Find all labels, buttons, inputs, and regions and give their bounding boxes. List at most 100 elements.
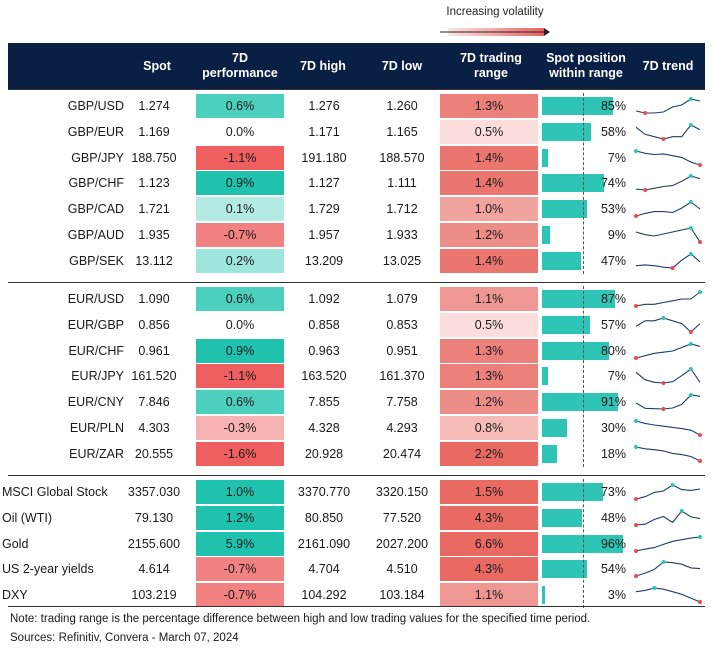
position-value: 91% — [600, 395, 626, 409]
position-bar — [542, 252, 581, 270]
trend-low-marker — [634, 549, 638, 553]
spot-value: 13.112 — [135, 254, 173, 268]
row-label: EUR/JPY — [71, 369, 124, 383]
trend-high-marker — [661, 316, 666, 320]
low-value: 13.025 — [382, 254, 422, 268]
low-value: 1.933 — [386, 228, 418, 242]
trend-high-marker — [634, 149, 638, 153]
high-value: 13.209 — [304, 254, 344, 268]
spot-value: 4.614 — [138, 562, 170, 576]
range-value: 1.4% — [440, 249, 538, 273]
position-midline — [583, 93, 584, 274]
trend-line — [635, 317, 701, 333]
spot-value: 2155.600 — [127, 537, 181, 551]
row-label: EUR/USD — [67, 292, 124, 306]
trend-sparkline — [634, 509, 701, 527]
spot-value: 1.169 — [138, 125, 170, 139]
low-value: 7.758 — [386, 395, 418, 409]
position-bar — [542, 123, 591, 141]
trend-line — [635, 124, 701, 140]
low-value: 103.184 — [379, 588, 425, 602]
low-value: 4.510 — [386, 562, 418, 576]
range-value: 4.3% — [440, 506, 538, 530]
position-bar — [542, 316, 590, 334]
row-label: GBP/JPY — [71, 151, 124, 165]
position-bar — [542, 149, 548, 167]
position-bar — [542, 509, 582, 527]
spot-value: 1.935 — [138, 228, 170, 242]
position-value: 48% — [600, 511, 626, 525]
trend-high-marker — [698, 290, 702, 294]
trend-low-marker — [661, 137, 666, 141]
legend-label: Increasing volatility — [446, 6, 544, 18]
range-value: 1.4% — [440, 171, 538, 195]
trend-line — [635, 343, 701, 359]
spot-value: 1.123 — [138, 176, 170, 190]
position-value: 7% — [607, 369, 626, 383]
trend-low-marker — [661, 381, 666, 385]
header-range: 7D trading range — [460, 51, 522, 80]
high-value: 191.180 — [301, 151, 347, 165]
trend-line — [635, 536, 701, 552]
range-value: 1.2% — [440, 223, 538, 247]
trend-high-marker — [688, 200, 693, 204]
range-value: 6.6% — [440, 532, 538, 556]
trend-high-marker — [670, 483, 675, 487]
row-label: GBP/CAD — [67, 202, 124, 216]
range-value: 0.8% — [440, 416, 538, 440]
spot-value: 79.130 — [134, 511, 174, 525]
row-label: EUR/CNY — [67, 395, 124, 409]
row-label: EUR/CHF — [68, 344, 124, 358]
low-value: 0.853 — [386, 318, 418, 332]
range-value: 0.5% — [440, 120, 538, 144]
spot-value: 0.961 — [138, 344, 170, 358]
footnote: Note: trading range is the percentage di… — [10, 613, 591, 625]
range-value: 1.4% — [440, 146, 538, 170]
trend-high-marker — [688, 367, 693, 371]
position-value: 73% — [600, 485, 626, 499]
high-value: 1.729 — [308, 202, 340, 216]
low-value: 188.570 — [379, 151, 425, 165]
high-value: 1.957 — [308, 228, 340, 242]
trend-sparkline — [635, 123, 701, 141]
low-value: 1.260 — [386, 99, 418, 113]
trend-low-marker — [643, 111, 648, 115]
spot-value: 1.274 — [138, 99, 170, 113]
trend-high-marker — [688, 174, 693, 178]
position-bar — [542, 174, 604, 192]
position-value: 9% — [607, 228, 626, 242]
trend-sparkline — [635, 174, 701, 192]
high-value: 0.963 — [308, 344, 340, 358]
row-label: GBP/USD — [67, 99, 124, 113]
high-value: 4.328 — [308, 421, 340, 435]
position-bar — [542, 535, 623, 553]
performance-value: 0.6% — [196, 287, 284, 311]
high-value: 7.855 — [308, 395, 340, 409]
spot-value: 1.721 — [138, 202, 170, 216]
trend-low-marker — [661, 407, 666, 411]
low-value: 1.079 — [386, 292, 418, 306]
low-value: 4.293 — [386, 421, 418, 435]
row-label: GBP/AUD — [67, 228, 124, 242]
low-value: 0.951 — [386, 344, 418, 358]
row-label: GBP/SEK — [69, 254, 124, 268]
trend-line — [635, 368, 701, 384]
trend-sparkline — [635, 367, 701, 385]
position-value: 96% — [600, 537, 626, 551]
spot-value: 161.520 — [131, 369, 177, 383]
trend-sparkline — [634, 342, 701, 360]
position-value: 87% — [600, 292, 626, 306]
trend-high-marker — [634, 445, 638, 449]
position-bar — [542, 367, 548, 385]
position-bar — [542, 586, 545, 604]
performance-value: -1.1% — [196, 146, 284, 170]
legend-arrow-icon — [440, 28, 550, 36]
trend-high-marker — [688, 252, 693, 256]
performance-value: -0.7% — [196, 557, 284, 581]
header-position: Spot position within range — [546, 51, 626, 80]
spot-value: 4.303 — [138, 421, 170, 435]
trend-line — [635, 253, 701, 269]
trend-sparkline — [634, 483, 701, 501]
row-label: EUR/ZAR — [69, 447, 124, 461]
performance-value: 5.9% — [196, 532, 284, 556]
